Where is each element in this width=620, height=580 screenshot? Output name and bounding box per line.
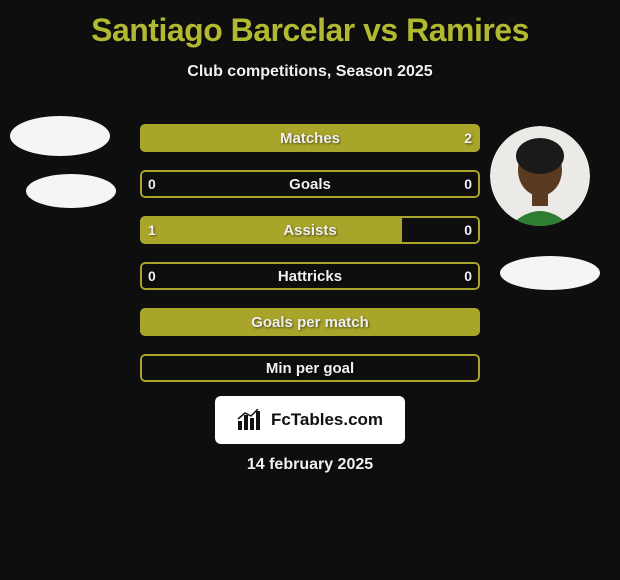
bar-label: Hattricks [140, 262, 480, 290]
brand-label: FcTables.com [271, 410, 383, 430]
bar-value-right: 0 [464, 262, 472, 290]
bar-value-right: 0 [464, 170, 472, 198]
player-right-badge-placeholder [500, 256, 600, 290]
avatar-icon [490, 126, 590, 226]
bar-label: Goals per match [140, 308, 480, 336]
stat-row: Hattricks0 0 [140, 262, 480, 290]
stat-bars: Matches2Goals00Assists10Hattricks00Goals… [140, 124, 480, 400]
bar-label: Min per goal [140, 354, 480, 382]
bar-label: Matches [140, 124, 480, 152]
player-left-avatar-placeholder-2 [26, 174, 116, 208]
player-right-avatar [490, 126, 590, 226]
stat-row: Goals0 0 [140, 170, 480, 198]
subtitle: Club competitions, Season 2025 [0, 63, 620, 81]
brand-bars-icon [237, 409, 265, 431]
stat-row: Min per goal [140, 354, 480, 382]
stat-row: Assists1 0 [140, 216, 480, 244]
player-left-avatar-placeholder-1 [10, 116, 110, 156]
bar-value-right: 0 [464, 216, 472, 244]
bar-value-left: 0 [148, 170, 156, 198]
date-label: 14 february 2025 [0, 456, 620, 474]
stat-row: Goals per match [140, 308, 480, 336]
bar-value-left: 1 [148, 216, 156, 244]
bar-value-right: 2 [464, 124, 472, 152]
page-title: Santiago Barcelar vs Ramires [0, 0, 620, 49]
bar-value-left: 0 [148, 262, 156, 290]
brand-badge: FcTables.com [215, 396, 405, 444]
bar-label: Goals [140, 170, 480, 198]
stat-row: Matches2 [140, 124, 480, 152]
comparison-infographic: Santiago Barcelar vs Ramires Club compet… [0, 0, 620, 580]
bar-label: Assists [140, 216, 480, 244]
